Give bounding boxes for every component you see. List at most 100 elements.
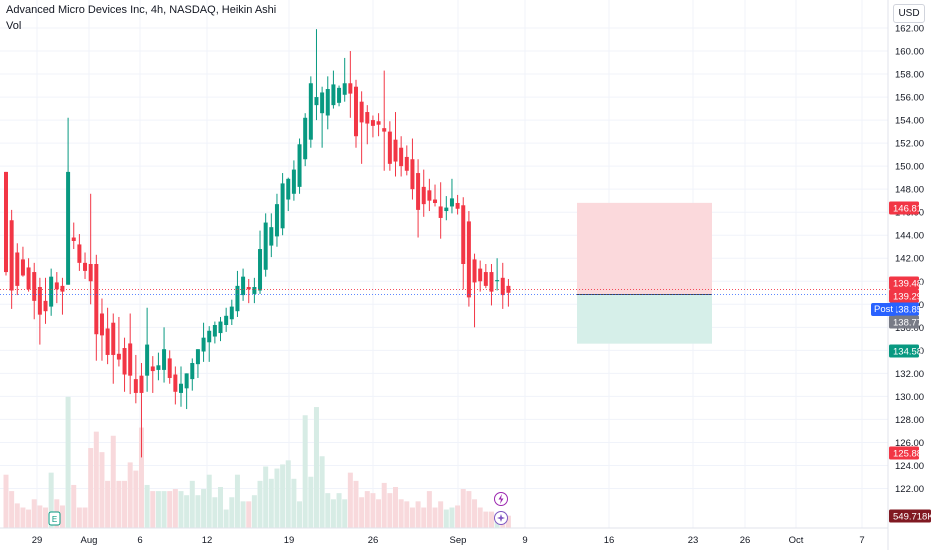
volume-bar — [167, 491, 173, 528]
candle-body — [399, 147, 404, 167]
candle-body — [472, 259, 477, 283]
price-tag — [889, 289, 919, 303]
price-tag-label: 138.85 — [893, 305, 922, 316]
candle-body — [461, 205, 466, 264]
volume-bar — [291, 478, 297, 528]
candle-body — [410, 159, 415, 190]
time-tick-label: 16 — [604, 535, 615, 546]
volume-bar — [105, 480, 111, 528]
candle-body — [359, 101, 364, 123]
time-tick-label: 23 — [688, 535, 699, 546]
price-tick-label: 144.00 — [895, 231, 924, 242]
volume-bar — [195, 495, 201, 528]
volume-bar — [138, 427, 144, 528]
volume-bar — [455, 505, 461, 528]
candle-body — [303, 117, 308, 160]
volume-bar — [251, 495, 257, 528]
earnings-icon — [48, 511, 61, 526]
earnings-icon-glyph: E — [52, 515, 57, 524]
candle-body — [178, 383, 183, 393]
volume-bar — [472, 499, 478, 528]
volume-bar — [370, 493, 376, 528]
volume-bar — [443, 509, 449, 528]
price-tick-label: 156.00 — [895, 93, 924, 104]
time-tick-label: 12 — [202, 535, 213, 546]
candle-body — [320, 92, 325, 114]
price-tick-label: 128.00 — [895, 415, 924, 426]
candle-body — [212, 325, 217, 337]
volume-bar — [127, 462, 133, 528]
volume-bar — [189, 480, 195, 528]
candle-body — [370, 120, 375, 126]
price-tags: 146.81 139.48 139.29 138.85 138.77 134.58 125.… — [889, 201, 932, 523]
volume-bar — [76, 507, 82, 528]
candle-body — [167, 358, 172, 378]
candle-body — [201, 337, 206, 352]
volume-indicator-label[interactable]: Vol — [6, 20, 22, 32]
volume-bar — [82, 507, 88, 528]
candle-body — [382, 128, 387, 132]
volume-bar — [438, 501, 444, 528]
candle-body — [421, 186, 426, 205]
time-tick-label: 6 — [137, 535, 142, 546]
candle-body — [506, 285, 511, 293]
volume-bar — [150, 491, 156, 528]
chart-title: Advanced Micro Devices Inc, 4h, NASDAQ, … — [6, 4, 277, 16]
volume-bar — [178, 491, 184, 528]
lightning-icon — [498, 494, 504, 504]
risk-reward-tool — [577, 202, 712, 344]
volume-bar — [184, 495, 190, 528]
volume-bar — [71, 484, 77, 528]
candle-body — [218, 321, 223, 334]
price-tag-label: 125.88 — [893, 449, 922, 460]
price-tag-label: 138.77 — [893, 318, 922, 329]
price-tick-label: 130.00 — [895, 392, 924, 403]
volume-bar — [483, 511, 489, 528]
candle-body — [54, 282, 59, 290]
candle-body — [9, 220, 14, 291]
price-tick-label: 150.00 — [895, 162, 924, 173]
candle-body — [60, 285, 65, 292]
candle-body — [94, 264, 99, 335]
price-tag — [889, 302, 919, 316]
volume-bar — [268, 478, 274, 528]
price-axis: 122.00 124.00 126.00 128.00 130.00 132.00 134.… — [887, 0, 924, 550]
candle-body — [133, 379, 138, 393]
candle-body — [77, 244, 82, 263]
volume-bar — [37, 505, 43, 528]
volume-bar — [229, 497, 235, 528]
price-tick-label: 160.00 — [895, 47, 924, 58]
candle-body — [455, 202, 460, 209]
price-tick-label: 126.00 — [895, 438, 924, 449]
candle-body — [263, 222, 268, 270]
volume-bar — [313, 407, 319, 528]
candle-body — [162, 349, 167, 370]
volume-bar — [14, 503, 20, 528]
volume-bars — [3, 396, 511, 528]
currency-button[interactable]: USD — [893, 4, 925, 23]
volume-bar — [172, 489, 178, 528]
price-lines — [0, 289, 888, 295]
candle-body — [500, 277, 505, 296]
post-market-label: Post — [871, 303, 897, 316]
volume-bar — [280, 464, 286, 528]
candle-body — [252, 287, 257, 294]
price-tick-label: 162.00 — [895, 24, 924, 35]
candle-body — [235, 285, 240, 312]
time-tick-label: Oct — [789, 535, 804, 546]
candle-body — [71, 237, 76, 241]
candle-body — [49, 276, 54, 307]
volume-bar — [376, 499, 382, 528]
price-tick-label: 148.00 — [895, 185, 924, 196]
candle-body — [122, 348, 127, 375]
volume-bar — [330, 499, 336, 528]
candle-body — [190, 363, 195, 380]
volume-bar — [381, 482, 387, 528]
volume-bar — [116, 480, 122, 528]
candlesticks — [4, 29, 511, 458]
candle-body — [495, 280, 500, 282]
volume-bar — [218, 487, 224, 528]
candle-body — [286, 178, 291, 200]
candle-body — [353, 86, 358, 137]
